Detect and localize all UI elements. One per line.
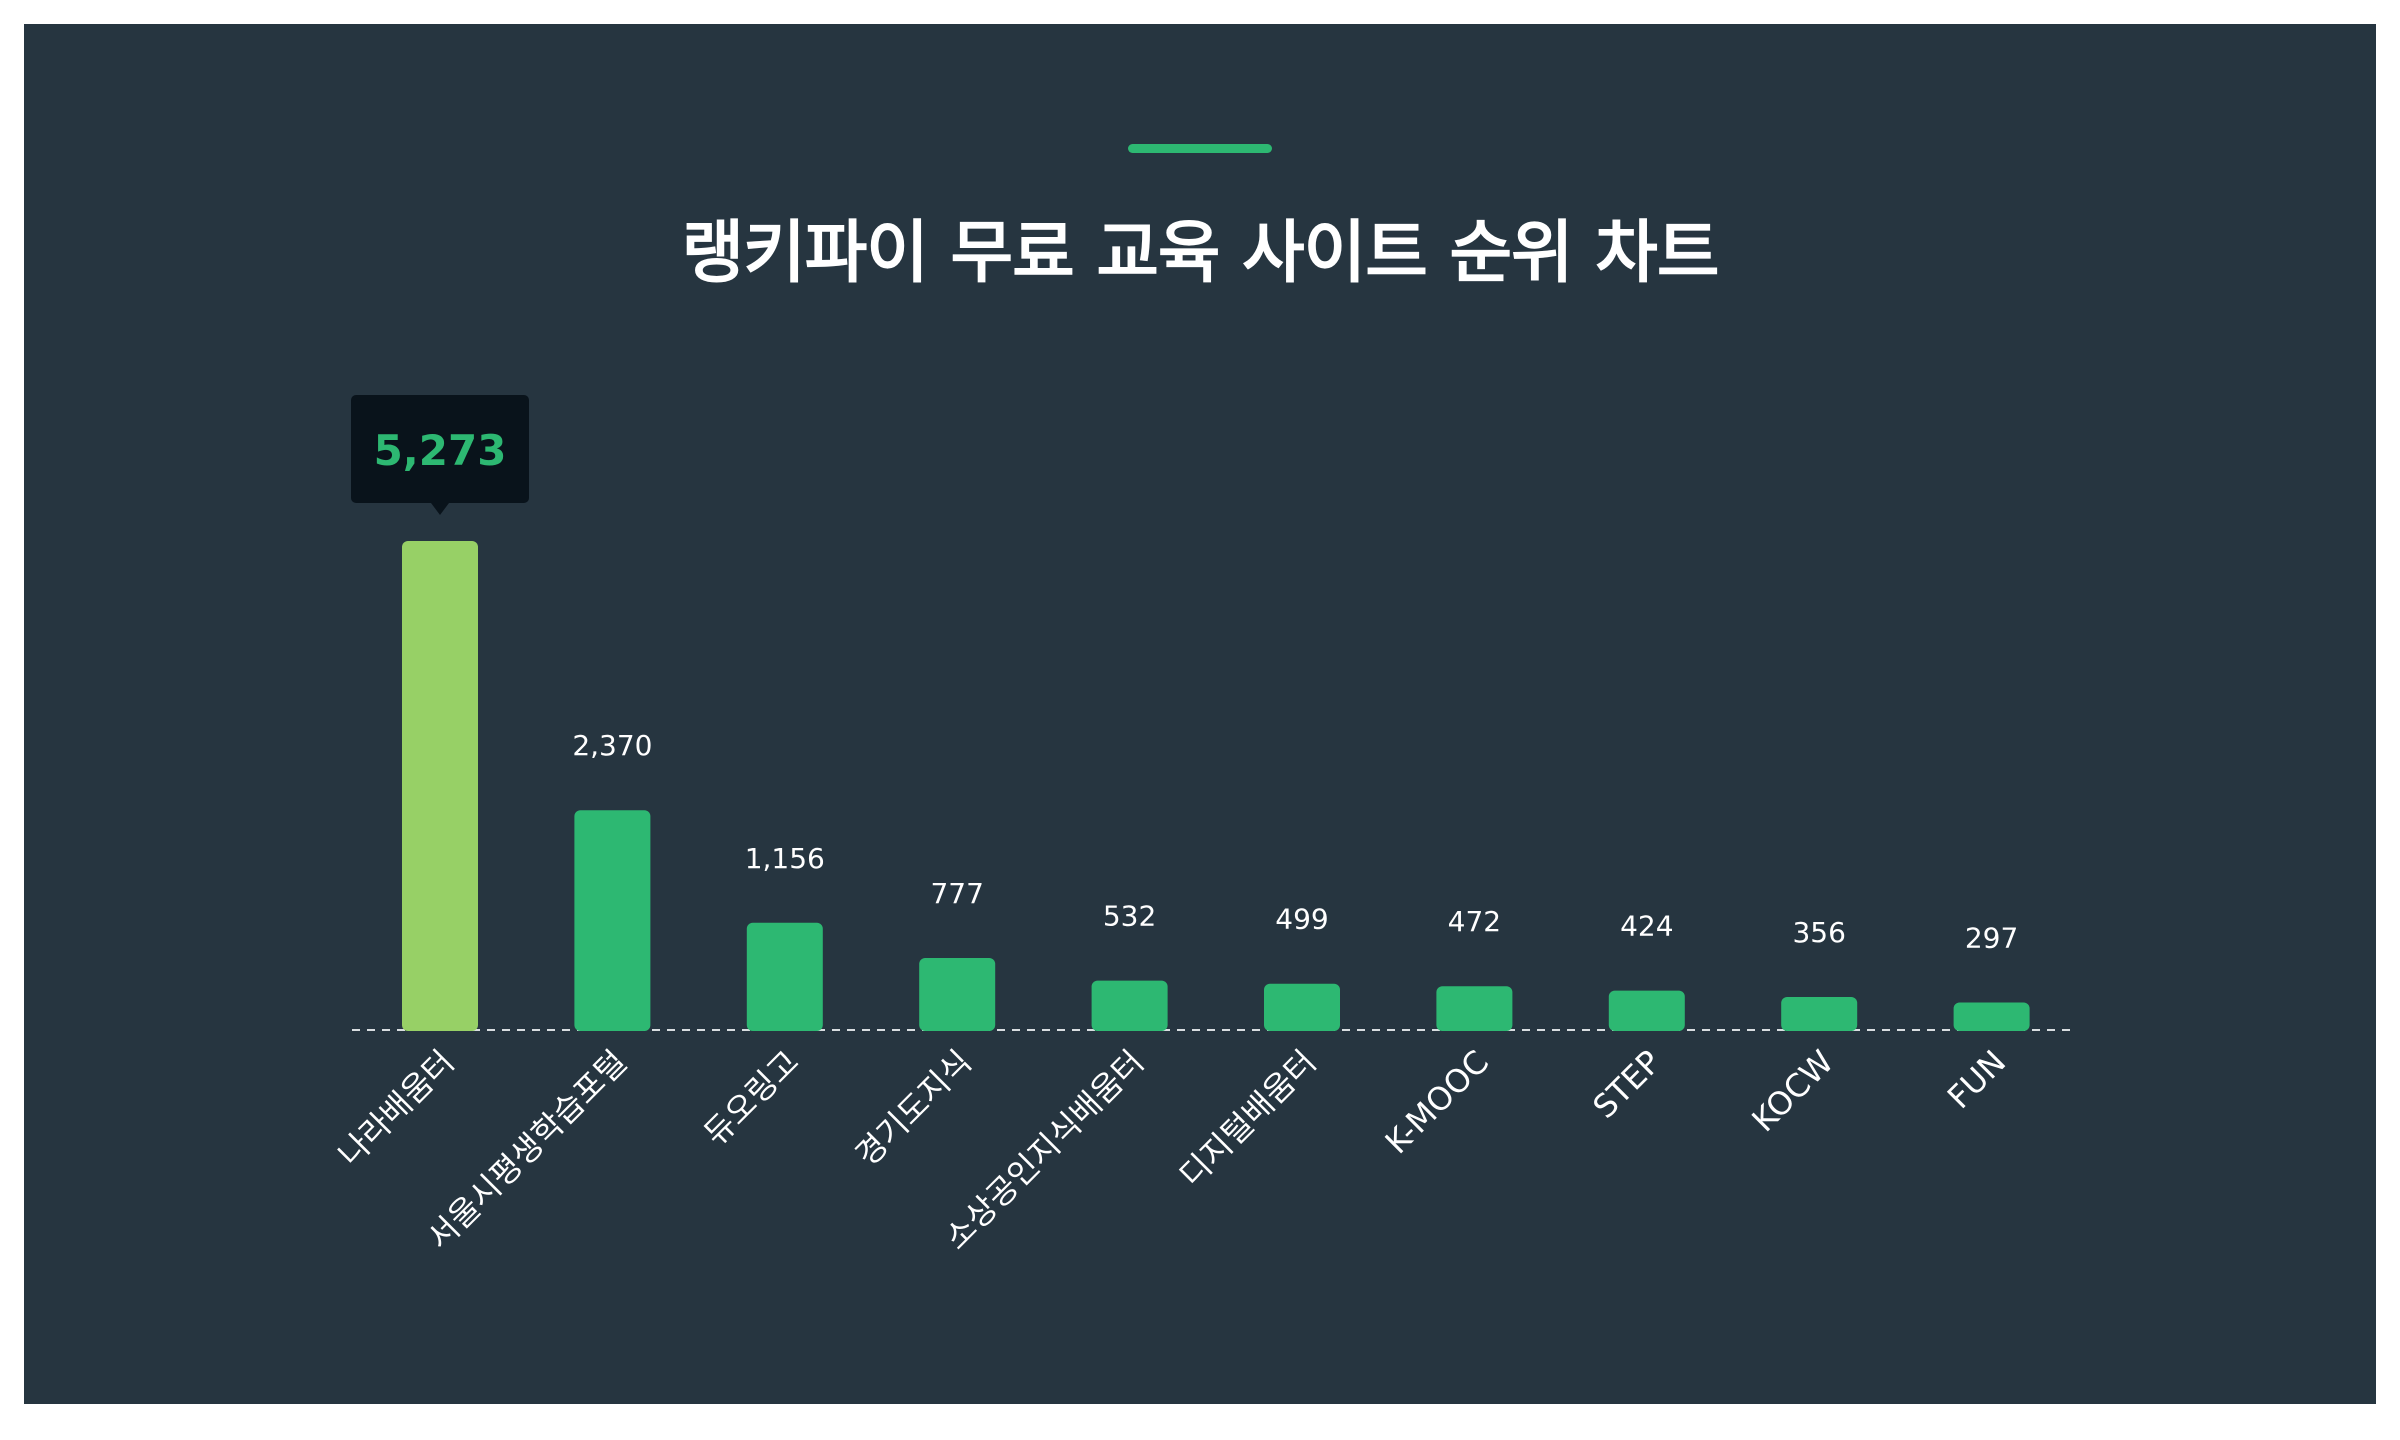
bar-2 — [574, 810, 651, 1031]
value-label-5: 532 — [1103, 900, 1156, 933]
value-label-4: 777 — [930, 877, 983, 910]
value-tooltip: 5,273 — [351, 395, 529, 515]
tooltip-pointer — [431, 503, 449, 515]
bar-6 — [1264, 983, 1340, 1031]
bar-3 — [746, 922, 823, 1031]
title-accent-line — [1128, 144, 1272, 153]
value-label-1: 5,273 — [374, 426, 507, 475]
x-tick-label-9: KOCW — [1744, 1043, 1840, 1139]
x-tick-label-3: 듀오링고 — [696, 1043, 806, 1153]
x-tick-label-6: 디지털배움터 — [1172, 1043, 1324, 1195]
bar-8 — [1608, 990, 1685, 1031]
tooltip-box — [351, 395, 529, 503]
value-label-2: 2,370 — [572, 729, 652, 762]
bar-9 — [1781, 996, 1858, 1031]
x-tick-label-10: FUN — [1940, 1043, 2013, 1116]
bar-7 — [1436, 986, 1513, 1031]
bar-5 — [1091, 980, 1168, 1031]
x-tick-label-8: STEP — [1585, 1043, 1668, 1126]
bar-1 — [402, 541, 478, 1031]
bar-4 — [919, 957, 996, 1031]
value-label-3: 1,156 — [745, 842, 825, 875]
value-label-9: 356 — [1792, 916, 1845, 949]
x-tick-label-4: 경기도지식 — [848, 1043, 979, 1174]
x-tick-label-1: 나라배움터 — [331, 1043, 462, 1174]
bar-10 — [1953, 1002, 2030, 1031]
chart-title: 랭키파이 무료 교육 사이트 순위 차트 — [681, 214, 1720, 293]
value-label-6: 499 — [1275, 903, 1328, 936]
value-label-8: 424 — [1620, 910, 1673, 943]
value-label-10: 297 — [1965, 921, 2018, 954]
x-tick-label-7: K-MOOC — [1378, 1043, 1496, 1161]
value-label-7: 472 — [1448, 905, 1501, 938]
